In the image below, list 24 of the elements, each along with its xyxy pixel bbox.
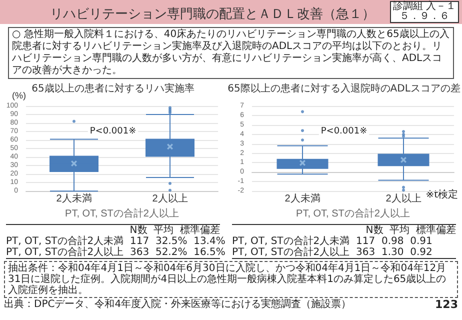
x-tick-label: 2人以上 (152, 192, 188, 205)
text: 診調組 入－１ (392, 1, 456, 12)
annotation: P<0.001※ (320, 126, 368, 136)
text: PT, OT, STの合計2人未満 117 0.98 0.91 (232, 236, 434, 247)
x-tick-label: 2人未満 (284, 192, 320, 205)
text: PT, OT, STの合計2人以上 363 52.2% 16.5% (6, 247, 226, 258)
text: N数 平均 標準偏差 (128, 225, 220, 236)
text: ○ 急性期一般入院料１における、40床あたりのリハビリテーション専門職の人数と65歳以上の入院患者に対するリハビリテーション実施率及び入退院時のADLスコアの平均は以下のとおり。リハビリテーション専門職の人数が多い方が、有意にリハビリテーション実施率が高く、ADLスコアの改善が大きかった。 (8, 27, 454, 79)
annotation: P<0.001※ (90, 126, 136, 136)
text: ５．９．６ (398, 11, 450, 22)
text: PT, OT, STの合計2人未満 117 32.5% 13.4% (6, 236, 226, 247)
text: 123 (435, 298, 458, 311)
chart-title: 65際以上の患者に対する入退院時のADLスコアの差 (228, 82, 460, 94)
text: 抽出条件：令和04年4月1日～令和04年6月30日に入院し、かつ令和04年4月1日～令和04年12月31日に退院した症例。入院期間が4日以上の急性期一般病棟入院基本料1のみ算定した65歳以上の入院症例を抽出。 (4, 261, 458, 298)
x-tick-label: 2人未満 (56, 192, 92, 205)
text: リハビリテーション専門職の配置とＡＤＬ改善（急１） (50, 6, 375, 23)
text: PT, OT, STの合計2人以上 363 1.30 0.92 (232, 247, 434, 258)
y-axis-title: (%) (12, 90, 26, 100)
text: N数 平均 標準偏差 (364, 225, 456, 236)
x-axis-title: PT, OT, STの合計2人以上 (65, 208, 179, 220)
source-note: 出典：DPCデータ、令和4年度入院・外来医療等における実態調査（施設票） (4, 299, 352, 311)
x-axis-title: PT, OT, STの合計2人以上 (296, 208, 410, 220)
chart-title: 65歳以上の患者に対するリハ実施率 (32, 82, 194, 94)
x-tick-label: 2人以上 (386, 192, 422, 205)
